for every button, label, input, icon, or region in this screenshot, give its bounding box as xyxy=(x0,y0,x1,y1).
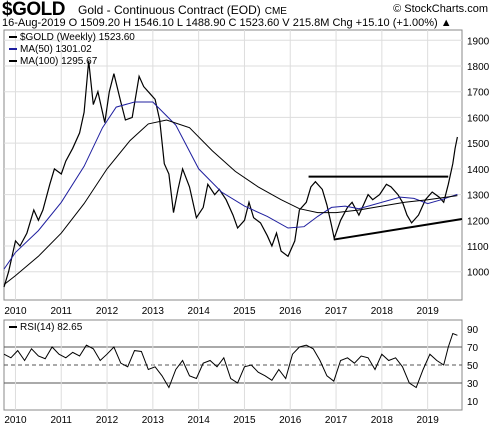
rsi-y-tick-label: 70 xyxy=(467,343,479,354)
rsi-y-tick-label: 50 xyxy=(467,361,479,372)
price-series xyxy=(3,60,463,288)
price-x-ticks: 2010 2011 2012 2013 2014 2015 2016 2017 2018 2019 xyxy=(4,306,439,317)
rsi-y-tick-label: 10 xyxy=(467,397,479,408)
rsi-y-ticks: 10 30 50 70 90 xyxy=(467,325,479,408)
trendline-1 xyxy=(333,218,463,241)
price-x-tick-label: 2019 xyxy=(417,306,440,317)
price-x-tick-label: 2017 xyxy=(325,306,348,317)
price-y-tick-label: 1500 xyxy=(467,139,490,150)
legend-label: $GOLD (Weekly) 1523.60 xyxy=(20,32,135,43)
price-x-tick-label: 2013 xyxy=(142,306,165,317)
rsi-y-tick-label: 30 xyxy=(467,379,479,390)
brand-watermark: © StockCharts.com xyxy=(393,3,488,15)
price-x-tick-label: 2015 xyxy=(233,306,256,317)
price-y-tick-label: 1000 xyxy=(467,268,490,279)
exchange-label: CME xyxy=(264,6,287,17)
price-y-tick-label: 1300 xyxy=(467,191,490,202)
price-y-tick-label: 1400 xyxy=(467,165,490,176)
price-y-tick-label: 1800 xyxy=(467,62,490,73)
legend-label: MA(50) 1301.02 xyxy=(20,44,92,55)
rsi-y-tick-label: 90 xyxy=(467,325,479,336)
price-panel: 1000 1100 1200 1300 1400 1500 1600 1700 1800 1900… xyxy=(3,29,490,301)
price-y-tick-label: 1700 xyxy=(467,88,490,99)
price-y-tick-label: 1600 xyxy=(467,113,490,124)
price-grid xyxy=(4,30,462,300)
instrument-name: Gold - Continuous Contract (EOD) CME xyxy=(78,3,287,17)
rsi-x-tick-label: 2014 xyxy=(188,415,211,426)
rsi-x-tick-label: 2019 xyxy=(417,415,440,426)
rsi-x-tick-label: 2013 xyxy=(142,415,165,426)
rsi-x-tick-label: 2016 xyxy=(279,415,302,426)
ohlc-summary: 16-Aug-2019 O 1509.20 H 1546.10 L 1488.9… xyxy=(2,17,452,29)
instrument-name-text: Gold - Continuous Contract (EOD) xyxy=(78,3,261,17)
price-plot-frame xyxy=(3,29,463,301)
price-x-tick-label: 2014 xyxy=(188,306,211,317)
price-series-line-1 xyxy=(3,101,458,270)
price-y-tick-label: 1900 xyxy=(467,36,490,47)
rsi-legend-label: RSI(14) 82.65 xyxy=(20,322,83,333)
rsi-series-line-0 xyxy=(3,332,458,389)
legend-label: MA(100) 1295.67 xyxy=(20,56,98,67)
price-series-line-2 xyxy=(3,119,458,285)
rsi-panel: 10 30 50 70 90 RSI(14) 82.65 xyxy=(3,319,479,411)
price-x-tick-label: 2012 xyxy=(96,306,119,317)
rsi-x-tick-label: 2018 xyxy=(371,415,394,426)
rsi-x-tick-label: 2012 xyxy=(96,415,119,426)
rsi-grid xyxy=(4,320,462,410)
rsi-x-tick-label: 2011 xyxy=(50,415,72,426)
rsi-series xyxy=(3,332,458,389)
price-x-tick-label: 2018 xyxy=(371,306,394,317)
symbol-title: $GOLD xyxy=(2,0,65,20)
price-y-ticks: 1000 1100 1200 1300 1400 1500 1600 1700 1800 1900 xyxy=(467,36,490,278)
rsi-x-tick-label: 2015 xyxy=(233,415,256,426)
price-x-tick-label: 2016 xyxy=(279,306,302,317)
price-y-tick-label: 1100 xyxy=(467,242,489,253)
rsi-x-tick-label: 2017 xyxy=(325,415,348,426)
price-y-tick-label: 1200 xyxy=(467,216,490,227)
rsi-legend: RSI(14) 82.65 xyxy=(9,322,83,333)
rsi-plot-frame xyxy=(3,319,463,411)
rsi-x-ticks: 2010 2011 2012 2013 2014 2015 2016 2017 2018 2019 xyxy=(4,415,439,426)
price-series-line-0 xyxy=(3,60,458,288)
price-x-tick-label: 2011 xyxy=(50,306,72,317)
rsi-x-tick-label: 2010 xyxy=(4,415,27,426)
price-x-tick-label: 2010 xyxy=(4,306,27,317)
